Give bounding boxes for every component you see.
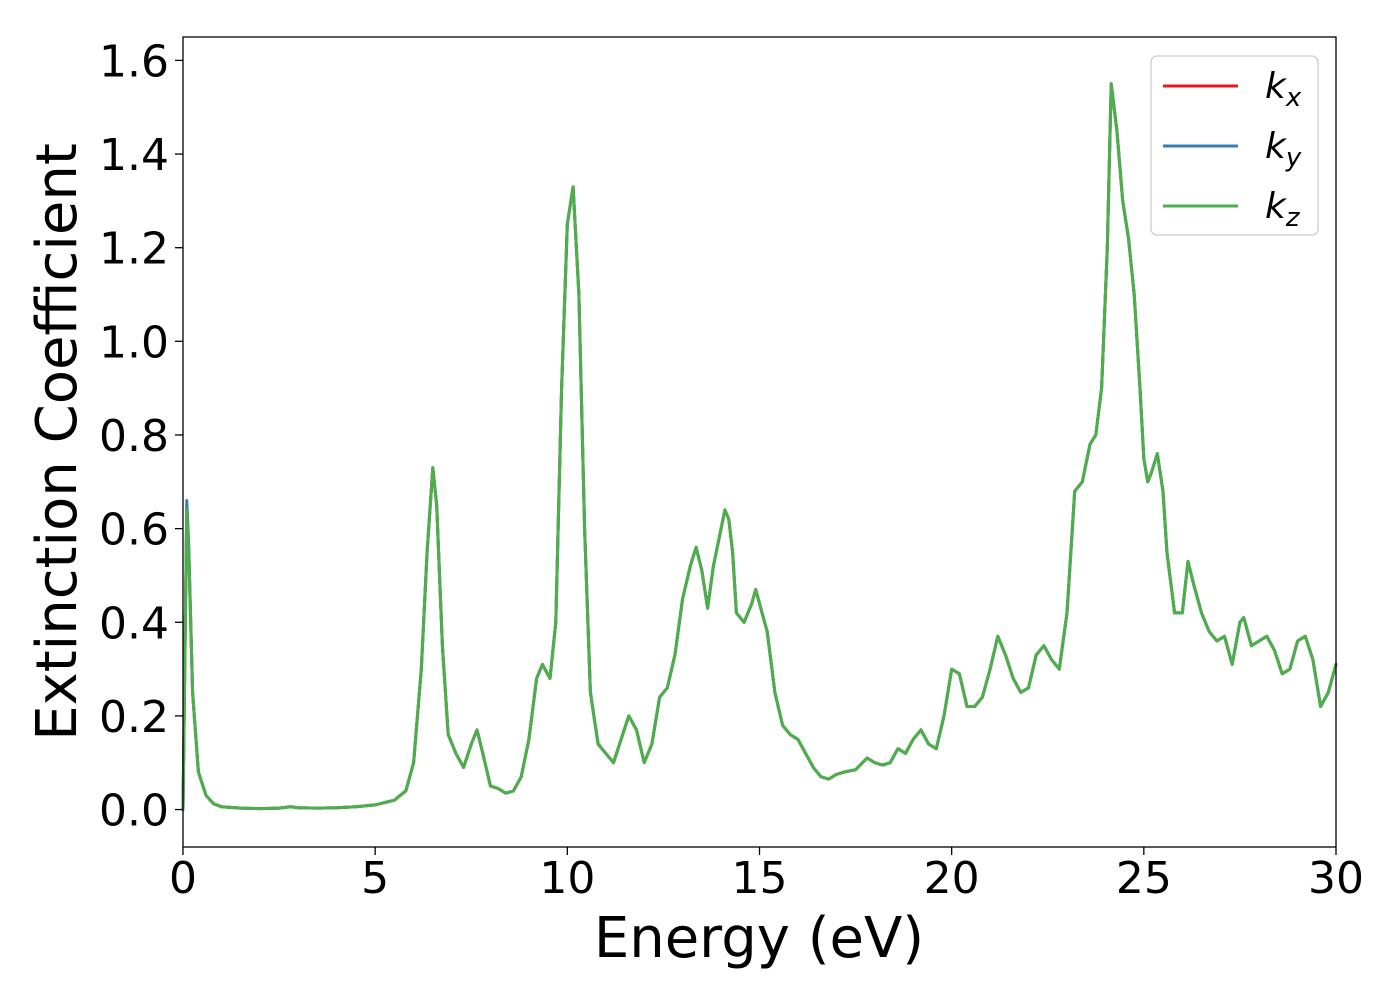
legend-label-ky: ky xyxy=(1265,126,1302,173)
y-axis-label: Extinction Coefficient xyxy=(25,143,90,741)
x-tick-label: 20 xyxy=(924,853,980,904)
y-tick-label: 1.4 xyxy=(99,130,169,181)
series-line-kz xyxy=(181,82,1338,811)
legend-label-base: k xyxy=(1265,126,1288,167)
x-tick-label: 25 xyxy=(1116,853,1172,904)
y-axis: 0.0 0.2 0.4 0.6 0.8 1.0 1.2 1.4 1.6 xyxy=(99,36,183,837)
legend-label-subscript: x xyxy=(1285,83,1302,113)
x-tick-label: 15 xyxy=(732,853,788,904)
y-tick-label: 0.0 xyxy=(99,786,169,837)
y-tick-label: 1.6 xyxy=(99,36,169,87)
x-axis: 0 5 10 15 20 25 30 xyxy=(169,847,1364,904)
x-tick-label: 30 xyxy=(1308,853,1364,904)
legend-label-subscript: z xyxy=(1285,203,1301,233)
legend-label-kz: kz xyxy=(1265,186,1301,233)
series-layer xyxy=(181,82,1338,811)
legend-label-base: k xyxy=(1265,66,1288,107)
legend-label-subscript: y xyxy=(1285,143,1302,173)
y-tick-label: 0.6 xyxy=(99,505,169,556)
x-axis-label: Energy (eV) xyxy=(594,906,924,971)
y-tick-label: 0.8 xyxy=(99,411,169,462)
y-tick-label: 0.4 xyxy=(99,598,169,649)
y-tick-label: 0.2 xyxy=(99,692,169,743)
x-tick-label: 10 xyxy=(539,853,595,904)
legend-label-kx: kx xyxy=(1265,66,1302,113)
y-tick-label: 1.0 xyxy=(99,317,169,368)
x-tick-label: 0 xyxy=(169,853,197,904)
x-tick-label: 5 xyxy=(361,853,389,904)
legend-label-base: k xyxy=(1265,186,1288,227)
y-tick-label: 1.2 xyxy=(99,224,169,275)
